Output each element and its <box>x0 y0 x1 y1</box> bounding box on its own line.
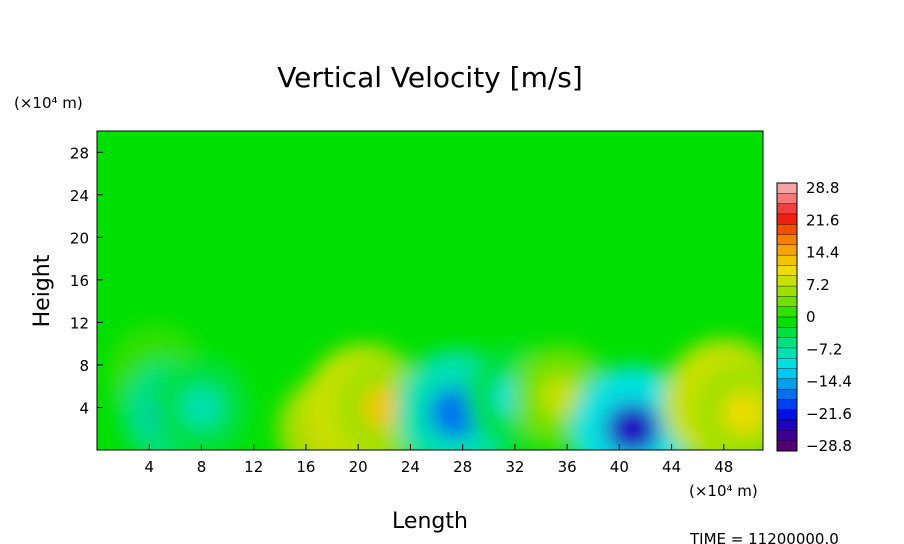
x-tick-label: 20 <box>349 458 368 476</box>
colorbar-label: −21.6 <box>806 405 852 423</box>
colorbar-label: 28.8 <box>806 179 839 197</box>
x-tick-label: 32 <box>505 458 524 476</box>
x-tick-label: 36 <box>558 458 577 476</box>
colorbar-swatch <box>776 265 798 277</box>
y-tick-label: 8 <box>79 357 89 375</box>
colorbar-swatch <box>776 419 798 431</box>
colorbar-swatch <box>776 409 798 421</box>
x-tick-label: 16 <box>296 458 315 476</box>
x-tick-label: 44 <box>662 458 681 476</box>
colorbar-swatch <box>776 285 798 297</box>
updraft-cell <box>539 376 582 418</box>
colorbar-swatch <box>776 234 798 246</box>
x-tick-label: 12 <box>244 458 263 476</box>
chart-title: Vertical Velocity [m/s] <box>277 61 583 94</box>
colorbar-swatch <box>776 378 798 390</box>
x-tick-label: 24 <box>401 458 420 476</box>
x-axis: 4 8 12 16 20 24 28 32 36 40 44 48 <box>144 444 733 476</box>
colorbar-swatch <box>776 337 798 349</box>
colorbar-swatch <box>776 244 798 256</box>
y-axis-unit: (×10⁴ m) <box>14 94 83 112</box>
colorbar-swatch <box>776 193 798 205</box>
colorbar-label: 21.6 <box>806 211 839 229</box>
x-tick-label: 4 <box>144 458 154 476</box>
colorbar-label: −28.8 <box>806 437 852 455</box>
y-tick-label: 28 <box>70 144 89 162</box>
colorbar-swatch <box>776 254 798 266</box>
colorbar-swatch <box>776 388 798 400</box>
colorbar-swatch <box>776 296 798 308</box>
x-tick-label: 40 <box>610 458 629 476</box>
colorbar-swatch <box>776 327 798 339</box>
colorbar-swatch <box>776 358 798 370</box>
y-axis-label: Height <box>30 254 55 327</box>
plot-frame <box>96 130 764 451</box>
colorbar-swatch <box>776 347 798 359</box>
colorbar-swatch <box>776 399 798 411</box>
x-tick-label: 8 <box>197 458 207 476</box>
plot-area <box>97 131 763 450</box>
updraft-cell <box>363 387 406 428</box>
colorbar-frame <box>776 182 798 452</box>
colorbar-swatch <box>776 430 798 442</box>
colorbar-swatch <box>776 368 798 380</box>
x-axis-label: Length <box>392 509 468 534</box>
colorbar-swatch <box>776 316 798 328</box>
colorbar-swatch <box>776 182 798 194</box>
x-tick-label: 48 <box>714 458 733 476</box>
colorbar-label: 14.4 <box>806 244 839 262</box>
colorbar-swatch <box>776 306 798 318</box>
colorbar-swatch <box>776 440 798 452</box>
colorbar-swatch <box>776 213 798 225</box>
y-axis: 4 8 12 16 20 24 28 <box>70 144 103 417</box>
downdraft-cell <box>605 403 660 450</box>
x-tick-label: 28 <box>453 458 472 476</box>
colorbar-swatch <box>776 224 798 236</box>
colorbar-label: −7.2 <box>806 340 842 358</box>
downdraft-cell <box>180 387 223 428</box>
colorbar-swatch <box>776 203 798 215</box>
colorbar: 28.8 21.6 14.4 7.2 0 −7.2 −14.4 −21.6 −28.8 <box>776 179 852 455</box>
colorbar-label: 7.2 <box>806 276 830 294</box>
y-tick-label: 12 <box>70 314 89 332</box>
y-tick-label: 20 <box>70 229 89 247</box>
y-tick-label: 16 <box>70 272 89 290</box>
time-label: TIME = 11200000.0 <box>689 530 839 544</box>
colorbar-label: 0 <box>806 308 816 326</box>
colorbar-swatch <box>776 275 798 287</box>
updraft-cell <box>722 392 763 434</box>
x-axis-unit: (×10⁴ m) <box>689 482 758 500</box>
colorbar-label: −14.4 <box>806 373 852 391</box>
y-tick-label: 4 <box>79 399 89 417</box>
y-tick-label: 24 <box>70 187 89 205</box>
